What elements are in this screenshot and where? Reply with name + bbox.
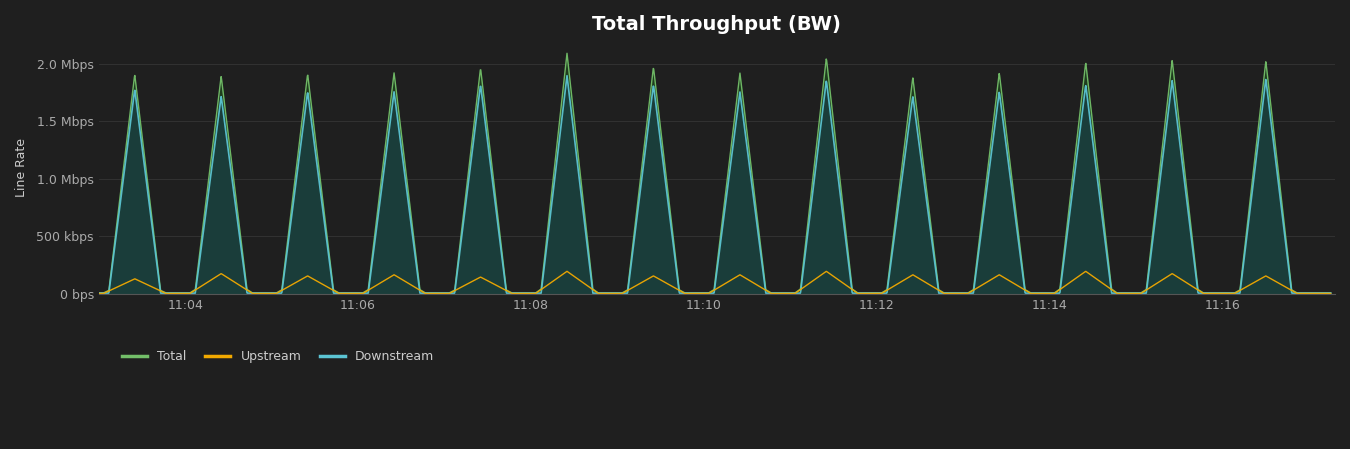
Title: Total Throughput (BW): Total Throughput (BW) [593, 15, 841, 34]
Legend: Total, Upstream, Downstream: Total, Upstream, Downstream [117, 345, 439, 368]
Y-axis label: Line Rate: Line Rate [15, 138, 28, 197]
